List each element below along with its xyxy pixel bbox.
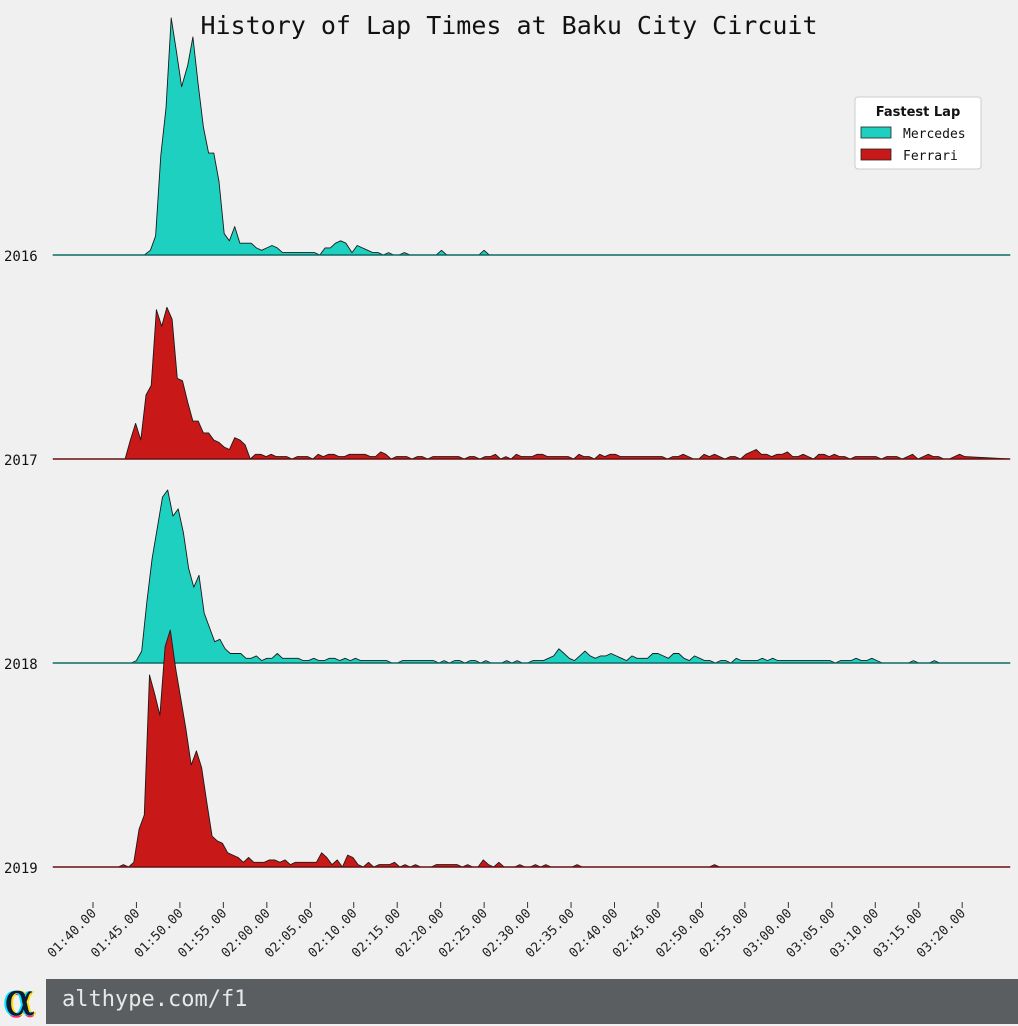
year-label-2018: 2018: [4, 657, 38, 673]
footer-url: althype.com/f1: [62, 987, 248, 1012]
legend-label-ferrari: Ferrari: [903, 149, 958, 164]
alpha-logo-icon: α: [4, 972, 36, 1026]
ridges-group: [52, 17, 1011, 868]
year-label-2019: 2019: [4, 861, 38, 877]
year-label-2016: 2016: [4, 249, 38, 265]
ridge-2017: [52, 306, 1011, 460]
footer-logo-area: α: [0, 973, 46, 1025]
year-label-2017: 2017: [4, 453, 38, 469]
x-axis: 01:40.0001:45.0001:50.0001:55.0002:00.00…: [45, 902, 969, 961]
ridgeline-chart: History of Lap Times at Baku City Circui…: [4, 11, 1011, 961]
legend-swatch-ferrari: [860, 148, 892, 161]
ridge-2018: [52, 489, 1011, 664]
legend-title: Fastest Lap: [876, 105, 961, 120]
ridge-2019: [52, 629, 1011, 868]
ridge-2016: [52, 17, 1011, 256]
chart-title: History of Lap Times at Baku City Circui…: [200, 11, 817, 40]
legend: Fastest Lap Mercedes Ferrari: [854, 96, 982, 170]
year-labels: 2016 2017 2018 2019: [4, 249, 38, 877]
legend-label-mercedes: Mercedes: [903, 127, 966, 142]
legend-swatch-mercedes: [860, 126, 892, 139]
footer-bar: α althype.com/f1: [0, 973, 1018, 1025]
